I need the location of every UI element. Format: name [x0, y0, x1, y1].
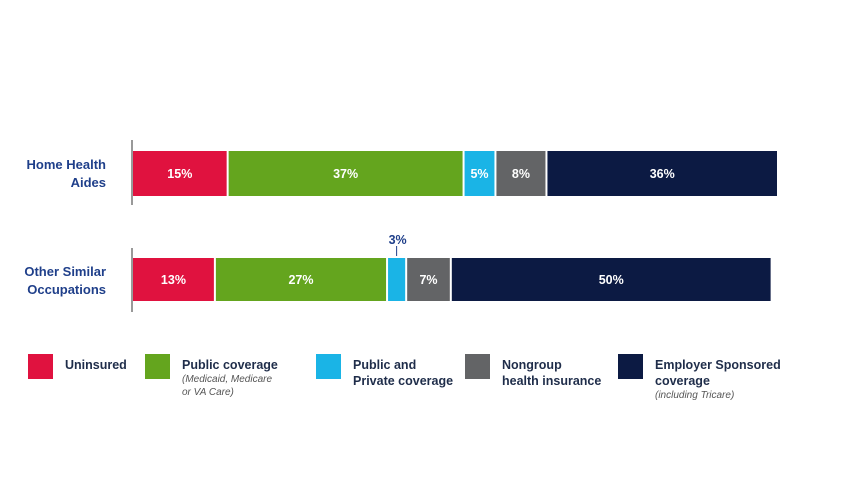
- legend-item: Public coverage (Medicaid, Medicare or VA…: [145, 354, 278, 399]
- legend-swatch: [316, 354, 341, 379]
- legend-item: Public and Private coverage: [316, 354, 453, 389]
- bar-segment: [133, 151, 227, 196]
- data-label: 5%: [470, 167, 488, 181]
- bar-segment: [215, 258, 387, 301]
- bar-segment: [228, 151, 463, 196]
- bar-segment: [464, 151, 495, 196]
- legend-item: Employer Sponsored coverage (including Tr…: [618, 354, 781, 402]
- data-label: 13%: [161, 273, 186, 287]
- legend-swatch: [28, 354, 53, 379]
- data-label: 37%: [333, 167, 358, 181]
- legend-swatch: [145, 354, 170, 379]
- legend-label: Public and Private coverage: [353, 358, 454, 388]
- bar-segment: [407, 258, 450, 301]
- data-label: 36%: [650, 167, 675, 181]
- bar-segment: [451, 258, 771, 301]
- legend-label: Employer Sponsored coverage: [655, 358, 781, 388]
- data-label: 15%: [167, 167, 192, 181]
- legend-item: Nongroup health insurance: [465, 354, 601, 389]
- legend-note: (including Tricare): [655, 390, 735, 401]
- data-label: 27%: [288, 273, 313, 287]
- legend: Uninsured Public coverage (Medicaid, Medic…: [28, 354, 828, 414]
- legend-label: Nongroup health insurance: [502, 358, 602, 388]
- legend-item: Uninsured: [28, 354, 127, 379]
- bar-segment: [496, 151, 546, 196]
- legend-label: Uninsured: [65, 358, 127, 372]
- legend-label: Public coverage: [182, 358, 278, 372]
- data-label: 8%: [512, 167, 530, 181]
- category-label: Home Health Aides: [27, 157, 107, 190]
- data-label: 50%: [599, 273, 624, 287]
- bar-segment: [133, 258, 214, 301]
- category-label: Other Similar Occupations: [24, 264, 106, 297]
- data-label: 3%: [389, 233, 407, 247]
- bar-segment: [388, 258, 406, 301]
- legend-note: (Medicaid, Medicare or VA Care): [182, 374, 273, 398]
- legend-swatch: [465, 354, 490, 379]
- legend-swatch: [618, 354, 643, 379]
- bar-segment: [547, 151, 777, 196]
- data-label: 7%: [419, 273, 437, 287]
